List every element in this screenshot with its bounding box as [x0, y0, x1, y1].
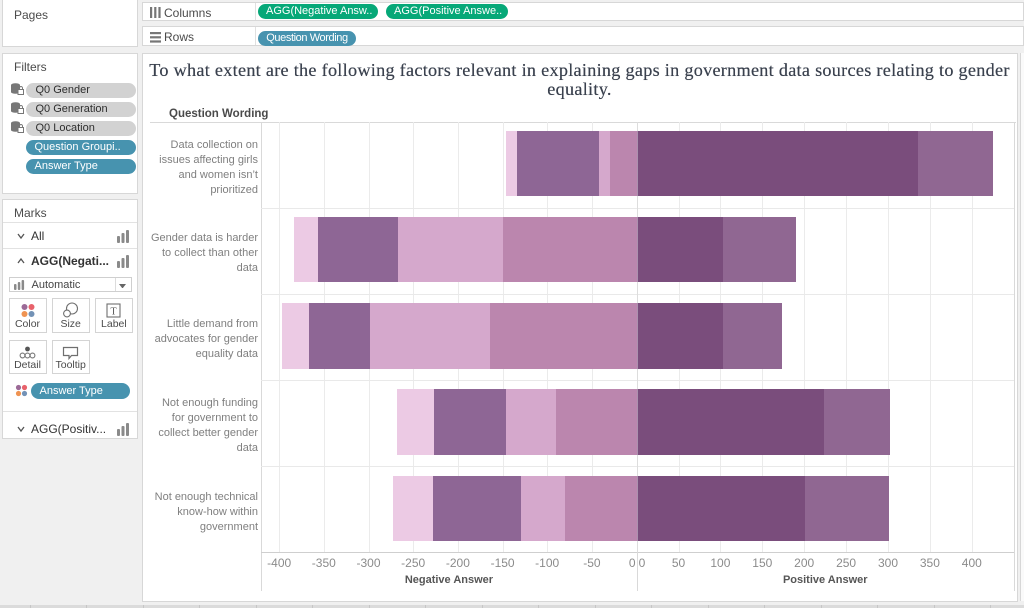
- svg-text:T: T: [111, 307, 117, 318]
